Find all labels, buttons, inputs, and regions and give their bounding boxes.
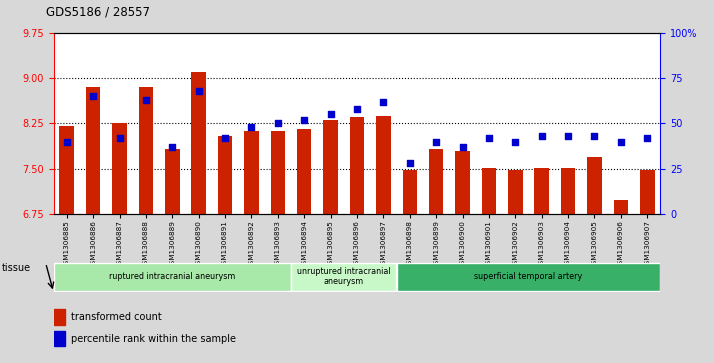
Bar <box>54 309 65 325</box>
Point <box>589 133 600 139</box>
Bar <box>397 263 660 291</box>
Bar <box>535 168 549 214</box>
Point <box>114 135 125 141</box>
Bar <box>271 131 285 214</box>
Point <box>325 111 336 117</box>
Bar <box>560 168 575 214</box>
Bar <box>376 115 391 214</box>
Text: GDS5186 / 28557: GDS5186 / 28557 <box>46 5 151 18</box>
Point <box>431 139 442 144</box>
Bar <box>112 123 127 214</box>
Text: tissue: tissue <box>2 263 31 273</box>
Point <box>298 117 310 123</box>
Point <box>642 135 653 141</box>
Point <box>457 144 468 150</box>
Text: unruptured intracranial
aneurysm: unruptured intracranial aneurysm <box>297 267 391 286</box>
Text: superficial temporal artery: superficial temporal artery <box>474 272 583 281</box>
Point <box>140 97 151 103</box>
Point <box>378 99 389 105</box>
Bar <box>218 135 232 214</box>
Bar <box>297 130 311 214</box>
Bar <box>244 131 258 214</box>
Bar <box>587 157 602 214</box>
Bar <box>456 151 470 214</box>
Point <box>193 88 204 94</box>
Point <box>351 106 363 112</box>
Bar <box>59 126 74 214</box>
Point <box>61 139 72 144</box>
Bar <box>54 263 291 291</box>
Bar <box>54 331 65 346</box>
Bar <box>291 263 396 291</box>
Bar <box>613 200 628 214</box>
Point <box>272 121 283 126</box>
Bar <box>139 87 154 214</box>
Bar <box>508 170 523 214</box>
Point <box>404 160 416 166</box>
Bar <box>350 117 364 214</box>
Text: transformed count: transformed count <box>71 312 161 322</box>
Point <box>563 133 574 139</box>
Bar <box>191 72 206 214</box>
Point <box>615 139 627 144</box>
Point <box>536 133 548 139</box>
Point <box>246 124 257 130</box>
Point <box>510 139 521 144</box>
Bar <box>403 170 417 214</box>
Bar <box>482 168 496 214</box>
Point <box>87 93 99 99</box>
Point <box>166 144 178 150</box>
Text: ruptured intracranial aneurysm: ruptured intracranial aneurysm <box>109 272 236 281</box>
Bar <box>640 170 655 214</box>
Bar <box>86 87 101 214</box>
Point <box>483 135 495 141</box>
Point <box>219 135 231 141</box>
Text: percentile rank within the sample: percentile rank within the sample <box>71 334 236 344</box>
Bar <box>323 121 338 214</box>
Bar <box>165 150 179 214</box>
Bar <box>429 150 443 214</box>
